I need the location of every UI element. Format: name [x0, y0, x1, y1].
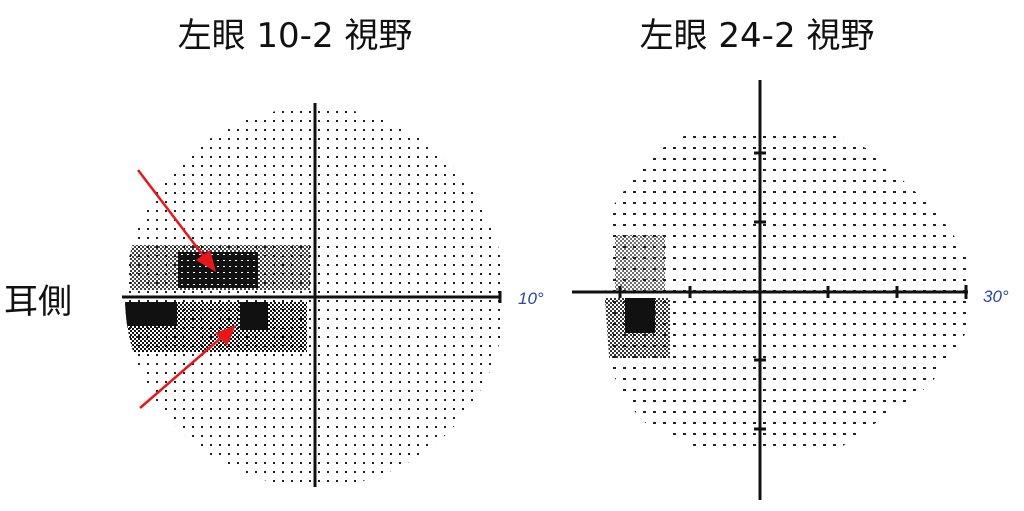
- relative-defect-upper: [615, 235, 665, 290]
- right-panel-title: 左眼 24-2 視野: [639, 16, 875, 56]
- left-visual-field: [125, 107, 505, 487]
- arrow-lower: [139, 325, 236, 409]
- right-visual-field: [605, 127, 968, 455]
- dense-defect-upper: [178, 252, 258, 288]
- absolute-defect-lower-center: [240, 302, 268, 330]
- absolute-defect-lower-left: [125, 302, 177, 326]
- arrow-upper: [137, 169, 216, 272]
- left-axes: [122, 103, 502, 487]
- right-axes: [572, 80, 968, 500]
- absolute-defect-lower: [625, 298, 655, 333]
- left-panel-title: 左眼 10-2 視野: [177, 16, 413, 56]
- right-scale-label: 30°: [983, 287, 1009, 306]
- temporal-side-label: 耳側: [4, 282, 72, 322]
- left-scale-label: 10°: [518, 289, 544, 308]
